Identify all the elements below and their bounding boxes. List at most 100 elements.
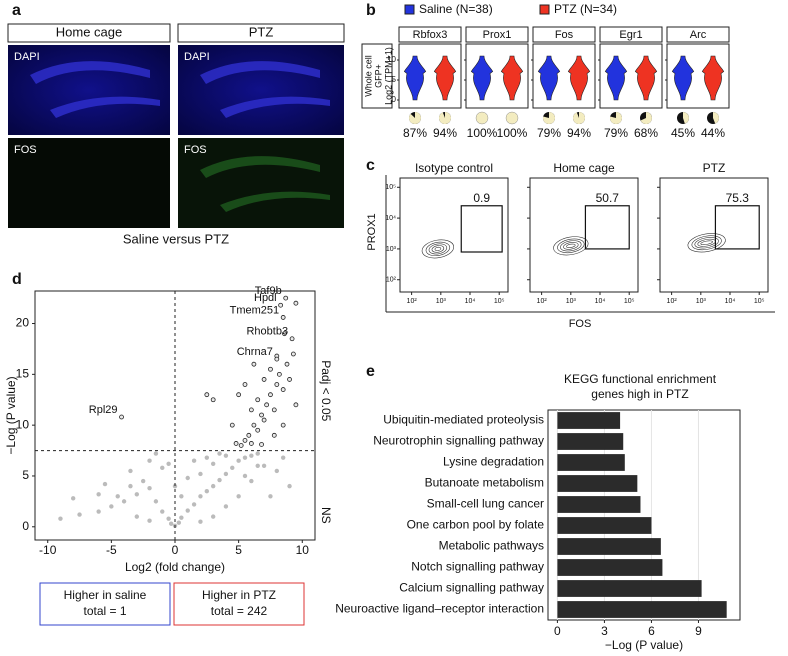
data-point <box>147 485 152 491</box>
gene-annotation: Tmem251 <box>230 304 280 316</box>
data-point <box>109 504 114 509</box>
data-point <box>242 473 248 479</box>
violin-shape <box>433 55 457 101</box>
summary-box <box>173 582 305 626</box>
category-label: Neurotrophin signalling pathway <box>373 434 544 448</box>
micrograph <box>178 138 344 228</box>
data-point <box>271 432 277 438</box>
y-tick-label: 5 <box>392 75 397 84</box>
data-point <box>223 471 229 477</box>
data-point <box>246 432 252 438</box>
panel-label: a <box>12 2 21 19</box>
header-box <box>7 23 171 43</box>
category-label: Ubiquitin-mediated proteolysis <box>383 413 544 427</box>
facet-header <box>465 26 529 43</box>
data-point <box>251 361 257 367</box>
data-point <box>238 443 244 448</box>
bar <box>557 475 638 492</box>
data-point <box>249 453 254 458</box>
x-tick-label: 9 <box>695 624 702 638</box>
data-point <box>166 516 171 521</box>
data-point <box>236 494 241 499</box>
plot-title: Isotype control <box>415 161 493 175</box>
data-point <box>96 492 101 497</box>
data-point <box>280 315 286 320</box>
x-tick-label: 10³ <box>566 298 577 305</box>
pie-slice <box>409 112 421 125</box>
data-point <box>176 520 182 525</box>
x-tick-label: 10² <box>667 298 678 305</box>
summary-text: Higher in saline <box>64 588 147 602</box>
data-point <box>283 295 289 301</box>
data-point <box>264 402 270 408</box>
facet-label: Arc <box>690 29 707 41</box>
x-tick-label: 3 <box>601 624 608 638</box>
x-tick-label: 10⁴ <box>595 298 606 305</box>
value-label: 44% <box>701 126 725 140</box>
side-label: NS <box>319 507 333 524</box>
plot-frame <box>659 177 769 293</box>
y-axis-label: Whole cell <box>363 55 373 97</box>
y-tick-label: 10³ <box>386 246 397 253</box>
data-point <box>58 516 63 521</box>
data-point <box>134 492 140 497</box>
data-point <box>210 397 216 403</box>
facet-header <box>599 26 663 43</box>
density-contour <box>425 241 451 257</box>
y-tick-label: 10⁴ <box>385 215 396 222</box>
summary-text: total = 242 <box>211 604 268 618</box>
panel-label: c <box>366 157 375 174</box>
data-point <box>147 458 152 463</box>
x-tick-label: 10² <box>537 298 548 305</box>
data-point <box>119 414 124 420</box>
data-point <box>210 514 216 519</box>
data-point <box>268 366 273 372</box>
data-point <box>284 361 290 367</box>
y-tick-label: 0 <box>22 519 29 533</box>
data-point <box>223 453 229 458</box>
bar <box>557 454 625 471</box>
data-point <box>274 468 280 474</box>
x-axis-label: FOS <box>569 318 592 330</box>
x-tick-label: 10³ <box>696 298 707 305</box>
violin-shape <box>671 55 695 101</box>
value-label: 100% <box>467 126 498 140</box>
data-point <box>172 483 178 489</box>
category-label: Lysine degradation <box>443 455 544 469</box>
pie-slice <box>543 112 555 125</box>
data-point <box>96 509 101 514</box>
data-point <box>140 478 146 484</box>
data-point <box>282 331 287 337</box>
data-point <box>242 437 248 443</box>
x-tick-label: 0 <box>172 543 179 557</box>
data-point <box>147 518 152 523</box>
violin-shape <box>604 55 628 101</box>
value-label: 94% <box>567 126 591 140</box>
gene-annotation: Rhobtb3 <box>246 326 288 338</box>
data-point <box>259 412 264 418</box>
density-contour <box>563 242 579 250</box>
data-point <box>230 465 235 471</box>
density-contour <box>694 237 719 249</box>
column-header: PTZ <box>249 24 274 39</box>
panel-a: a Home cage PTZ DAPI DAPI FOS FOS Saline… <box>7 2 345 246</box>
summary-text: total = 1 <box>83 604 126 618</box>
y-axis-label: PROX1 <box>366 213 378 250</box>
violin-shape <box>470 55 494 101</box>
gate <box>460 205 503 253</box>
panel-label: d <box>12 271 22 288</box>
pie-slice <box>505 111 519 125</box>
data-point <box>217 451 222 456</box>
gene-annotation: Taf9b <box>255 285 282 297</box>
data-point <box>153 451 159 456</box>
data-point <box>179 515 184 520</box>
data-point <box>236 458 241 463</box>
data-point <box>293 402 299 408</box>
x-tick-label: 10 <box>296 543 310 557</box>
plot-frame <box>529 177 639 293</box>
data-point <box>280 422 286 428</box>
category-label: One carbon pool by folate <box>407 518 545 532</box>
plot-frame <box>34 290 316 541</box>
data-point <box>280 387 286 392</box>
